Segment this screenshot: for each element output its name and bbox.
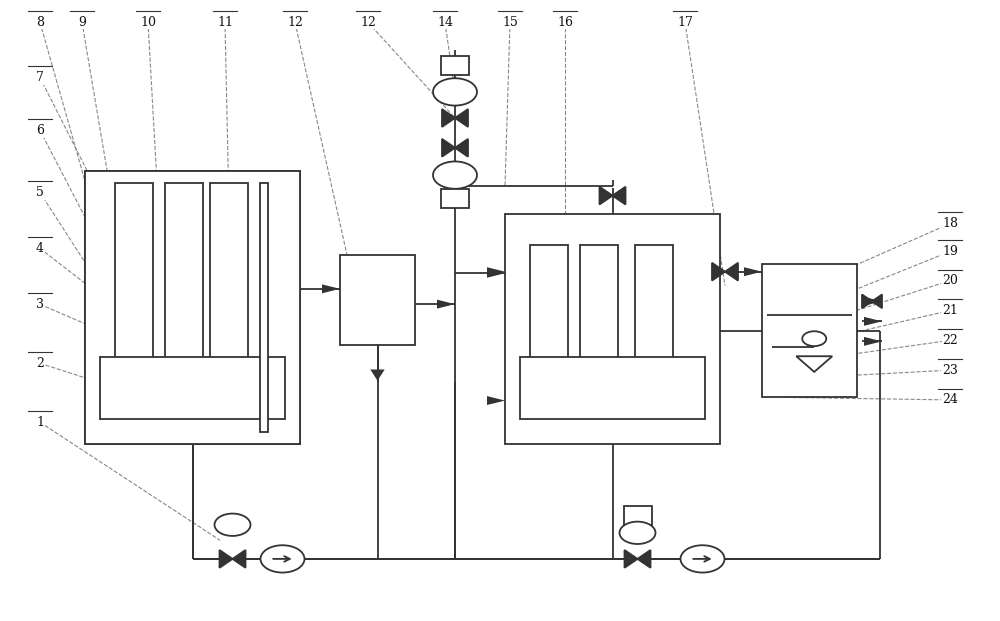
Bar xyxy=(165,183,203,369)
Circle shape xyxy=(620,522,656,544)
Bar xyxy=(635,245,673,369)
Polygon shape xyxy=(600,187,612,204)
Bar xyxy=(210,183,248,369)
Text: 12: 12 xyxy=(287,16,303,29)
Polygon shape xyxy=(232,550,246,568)
Text: 2: 2 xyxy=(36,357,44,369)
Text: 18: 18 xyxy=(942,217,958,230)
Circle shape xyxy=(802,331,826,346)
Bar xyxy=(762,264,857,397)
Text: 10: 10 xyxy=(140,16,156,29)
Text: 19: 19 xyxy=(942,245,958,258)
Polygon shape xyxy=(455,139,468,156)
Bar xyxy=(85,171,300,444)
Circle shape xyxy=(261,545,305,573)
Polygon shape xyxy=(712,263,725,281)
Polygon shape xyxy=(725,263,738,281)
Text: 3: 3 xyxy=(36,298,44,310)
Polygon shape xyxy=(220,550,232,568)
Bar xyxy=(520,357,705,419)
Text: 24: 24 xyxy=(942,394,958,406)
Circle shape xyxy=(433,78,477,106)
Text: 16: 16 xyxy=(557,16,573,29)
Bar xyxy=(505,214,720,444)
Polygon shape xyxy=(864,317,882,326)
Text: 20: 20 xyxy=(942,274,958,287)
Polygon shape xyxy=(442,109,455,127)
Polygon shape xyxy=(437,300,455,309)
Bar xyxy=(530,245,568,369)
Polygon shape xyxy=(862,294,872,308)
Text: 5: 5 xyxy=(36,186,44,199)
Bar xyxy=(580,245,618,369)
Text: 7: 7 xyxy=(36,71,44,84)
Polygon shape xyxy=(455,109,468,127)
Text: 17: 17 xyxy=(677,16,693,29)
Text: 4: 4 xyxy=(36,242,44,255)
Bar xyxy=(100,357,285,419)
Polygon shape xyxy=(744,267,762,276)
Bar xyxy=(85,171,300,444)
Circle shape xyxy=(214,514,250,536)
Bar xyxy=(441,189,469,208)
Text: 14: 14 xyxy=(437,16,453,29)
Polygon shape xyxy=(442,139,455,156)
Polygon shape xyxy=(638,550,651,568)
Text: 12: 12 xyxy=(360,16,376,29)
Bar xyxy=(441,56,469,75)
Text: 21: 21 xyxy=(942,304,958,317)
Text: 1: 1 xyxy=(36,416,44,428)
Polygon shape xyxy=(864,337,882,346)
Polygon shape xyxy=(370,369,385,381)
Text: 22: 22 xyxy=(942,334,958,347)
Circle shape xyxy=(680,545,725,573)
Polygon shape xyxy=(612,187,626,204)
Text: 15: 15 xyxy=(502,16,518,29)
Bar xyxy=(340,255,415,345)
Bar xyxy=(115,183,153,369)
Text: 9: 9 xyxy=(78,16,86,29)
Polygon shape xyxy=(864,297,882,306)
Circle shape xyxy=(433,161,477,189)
Text: 8: 8 xyxy=(36,16,44,29)
Text: 23: 23 xyxy=(942,364,958,376)
Bar xyxy=(624,506,652,525)
Polygon shape xyxy=(487,269,505,278)
Polygon shape xyxy=(487,267,505,276)
Polygon shape xyxy=(624,550,638,568)
Polygon shape xyxy=(872,294,882,308)
Text: 6: 6 xyxy=(36,124,44,137)
Polygon shape xyxy=(322,284,340,293)
Polygon shape xyxy=(487,396,505,405)
Text: 11: 11 xyxy=(217,16,233,29)
Bar xyxy=(260,183,268,432)
